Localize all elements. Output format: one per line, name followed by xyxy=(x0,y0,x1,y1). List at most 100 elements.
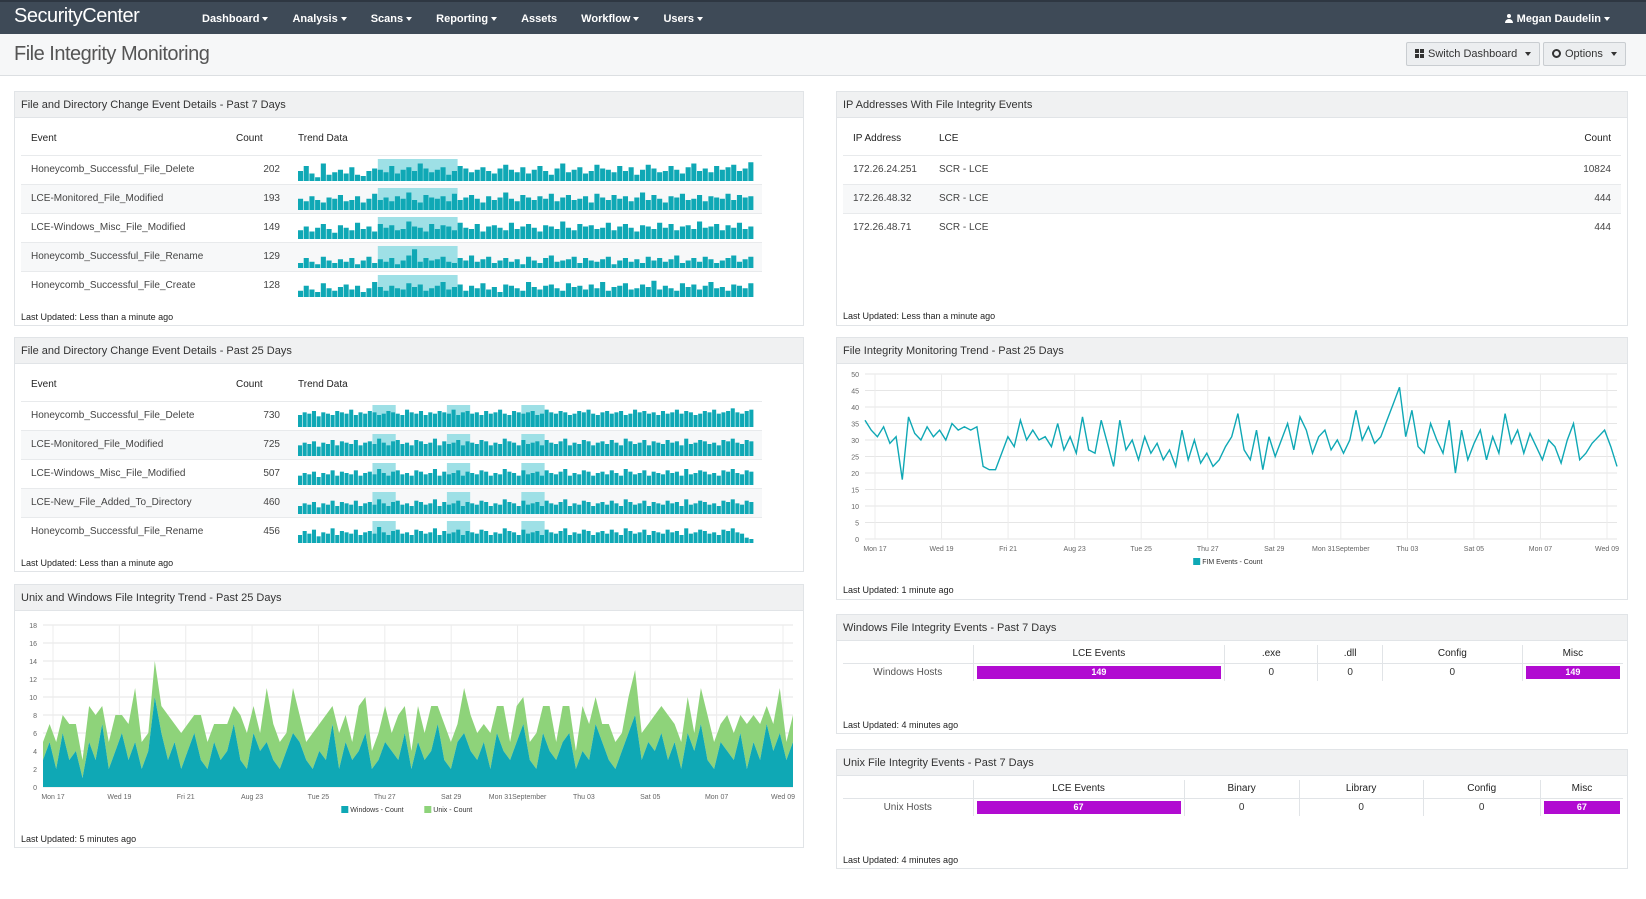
trend-bar xyxy=(417,284,423,297)
count-value: 0 xyxy=(1478,801,1485,813)
column-header-event[interactable]: Event xyxy=(31,132,57,144)
table-row[interactable]: LCE-Monitored_File_Modified 193 xyxy=(21,183,762,213)
user-menu[interactable]: Megan Daudelin xyxy=(1504,2,1610,36)
table-row[interactable]: 172.26.48.32 SCR - LCE 444 xyxy=(843,183,1621,213)
menu-assets[interactable]: Assets xyxy=(509,2,569,36)
table-row[interactable]: Honeycomb_Successful_File_Create 128 xyxy=(21,270,762,300)
trend-bar xyxy=(486,170,492,181)
trend-bar xyxy=(479,469,484,485)
column-header-count[interactable]: Count xyxy=(236,132,263,144)
trend-bar xyxy=(414,500,419,514)
trend-bar xyxy=(560,221,566,239)
trend-bar xyxy=(366,226,372,239)
table-row[interactable]: Honeycomb_Successful_File_Rename 129 xyxy=(21,241,762,271)
trend-bar xyxy=(470,442,475,456)
trend-bar xyxy=(679,193,685,210)
menu-users[interactable]: Users xyxy=(651,2,715,36)
trend-bar xyxy=(381,472,386,485)
trend-bar xyxy=(463,260,469,268)
menu-workflow[interactable]: Workflow xyxy=(569,2,651,36)
trend-bar xyxy=(645,199,651,210)
table-row[interactable]: Honeycomb_Successful_File_Rename 456 xyxy=(21,516,762,546)
event-count: 128 xyxy=(236,270,298,300)
trend-bar xyxy=(633,473,638,485)
trend-bar xyxy=(302,530,307,543)
column-header-lce[interactable]: LCE xyxy=(939,132,959,144)
trend-bar xyxy=(560,197,566,210)
trend-bar xyxy=(721,439,726,456)
table-row[interactable]: Honeycomb_Successful_File_Delete 730 xyxy=(21,400,762,430)
trend-bar xyxy=(581,469,586,485)
trend-bar xyxy=(660,443,665,456)
matrix-cell[interactable]: 0 xyxy=(1183,798,1300,816)
x-tick-label: Fri 21 xyxy=(999,546,1017,553)
matrix-cell[interactable]: 0 xyxy=(1317,663,1383,681)
matrix-cell[interactable]: 0 xyxy=(1298,798,1424,816)
column-header-event[interactable]: Event xyxy=(31,378,57,390)
trend-bar xyxy=(479,529,484,543)
brand-logo[interactable]: SecurityCenter xyxy=(14,5,140,27)
trend-bar xyxy=(685,286,691,297)
column-header-count[interactable]: Count xyxy=(1584,132,1611,144)
trend-bar xyxy=(553,413,558,427)
menu-analysis[interactable]: Analysis xyxy=(280,2,358,36)
trend-bar xyxy=(526,256,532,268)
trend-bar xyxy=(563,498,568,514)
trend-bar xyxy=(363,442,368,456)
trend-bar xyxy=(484,410,489,427)
trend-cell xyxy=(298,270,762,300)
table-row[interactable]: 172.26.24.251 SCR - LCE 10824 xyxy=(843,154,1621,184)
matrix-cell[interactable]: 0 xyxy=(1224,663,1318,681)
options-button[interactable]: Options xyxy=(1543,42,1626,66)
trend-bar xyxy=(512,502,517,514)
trend-bar xyxy=(330,469,335,485)
menu-scans[interactable]: Scans xyxy=(359,2,424,36)
switch-dashboard-button[interactable]: Switch Dashboard xyxy=(1406,42,1541,66)
trend-bar xyxy=(600,440,605,456)
column-header-count[interactable]: Count xyxy=(236,378,263,390)
matrix-cell[interactable]: 149 xyxy=(1521,663,1623,681)
trend-bar xyxy=(583,289,589,297)
matrix-cell[interactable]: 149 xyxy=(972,663,1225,681)
trend-bar xyxy=(614,472,619,485)
trend-bar xyxy=(440,256,446,268)
menu-dashboard[interactable]: Dashboard xyxy=(190,2,280,36)
trend-bar xyxy=(577,223,583,239)
trend-bar xyxy=(514,258,520,268)
trend-bar xyxy=(537,231,543,239)
y-tick-label: 50 xyxy=(851,372,859,379)
x-tick-label: Thu 03 xyxy=(1396,546,1418,553)
event-name: LCE-New_File_Added_To_Directory xyxy=(21,487,236,517)
trend-bar xyxy=(605,199,611,210)
table-row[interactable]: LCE-Windows_Misc_File_Modified 507 xyxy=(21,458,762,488)
table-row[interactable]: LCE-Windows_Misc_File_Modified 149 xyxy=(21,212,762,242)
trend-bar xyxy=(446,289,452,297)
table-row[interactable]: LCE-New_File_Added_To_Directory 460 xyxy=(21,487,762,517)
trend-bar xyxy=(358,505,363,514)
table-row[interactable]: Honeycomb_Successful_File_Delete 202 xyxy=(21,154,762,184)
trend-bar xyxy=(530,410,535,427)
trend-bar xyxy=(581,500,586,514)
count-value: 0 xyxy=(1268,666,1275,678)
trend-bar xyxy=(474,261,480,268)
trend-bar xyxy=(688,473,693,485)
table-row[interactable]: 172.26.48.71 SCR - LCE 444 xyxy=(843,212,1621,242)
trend-cell xyxy=(298,154,762,184)
x-tick-label: Mon 07 xyxy=(705,794,728,801)
trend-bar xyxy=(429,223,435,239)
menu-reporting[interactable]: Reporting xyxy=(424,2,509,36)
table-row[interactable]: LCE-Monitored_File_Modified 725 xyxy=(21,429,762,459)
trend-bar xyxy=(702,256,708,268)
trend-bar xyxy=(400,169,406,181)
trend-bar xyxy=(406,192,412,210)
matrix-cell[interactable]: 0 xyxy=(1381,663,1523,681)
trend-bar xyxy=(591,534,596,543)
trend-bar xyxy=(657,222,663,239)
matrix-cell[interactable]: 67 xyxy=(972,798,1185,816)
matrix-cell[interactable]: 67 xyxy=(1539,798,1623,816)
trend-bar xyxy=(617,226,623,239)
matrix-cell[interactable]: 0 xyxy=(1422,798,1541,816)
trend-bar xyxy=(730,407,735,427)
column-header-ip[interactable]: IP Address xyxy=(853,132,902,144)
trend-bar xyxy=(321,442,326,456)
